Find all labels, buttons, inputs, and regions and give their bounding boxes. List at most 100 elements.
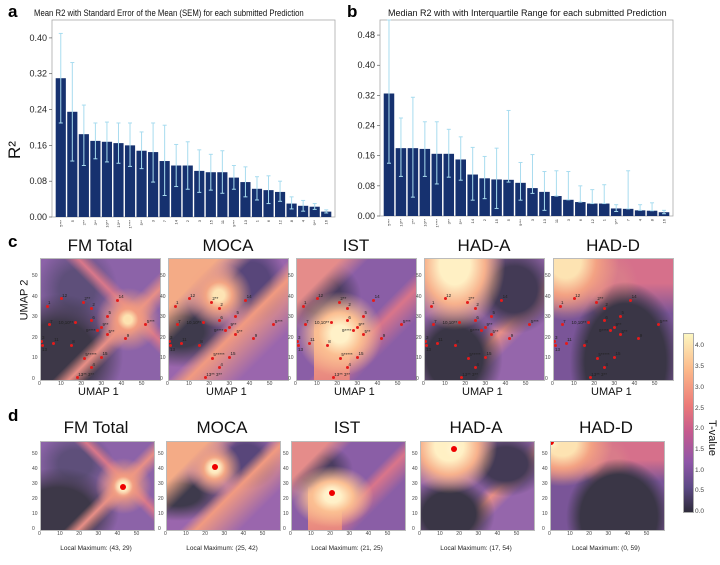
heatmap-c-fm-total-xtick-label: 30 [98,381,105,387]
umap-point-label: 15 [615,351,621,357]
umap-point-label: 14 [631,294,637,300]
heatmap-d-had-a-caption: Local Maximum: (17, 54) [440,545,512,552]
umap-point-label: 13** 3** [334,371,351,377]
umap-point-label: 5 [108,310,112,316]
heatmap-d-ist-ytick-label: 50 [283,451,289,458]
umap-point-label: 11 [310,337,315,343]
umap-point [223,329,227,333]
chart-b-bar [575,202,586,216]
heatmap-d-ist-ytick-label: 30 [283,481,289,488]
heatmap-d-had-a-ytick-label: 0 [412,526,415,532]
heatmap-c-had-a-xtick-label: 10 [442,381,448,387]
heatmap-d-fm-total [40,441,155,531]
heatmap-d-fm-total-xtick-label: 40 [114,531,121,537]
umap-point [453,343,457,347]
umap-point-label: 9** [358,321,365,327]
bar-charts: 0.00 0.08 0.16 0.24 0.32 0.40 5*** 5 2** 3** 10** 1… [29,19,674,228]
heatmap-c-had-d-xtick-label: 20 [591,381,597,387]
heatmap-d-ist-caption: Local Maximum: (21, 25) [311,545,383,552]
umap-point [337,300,341,304]
umap-point-label: 4 [476,361,479,367]
umap-point-label: 4 [220,361,223,367]
heatmap-d-had-d-xtick-label: 40 [624,531,631,537]
chart-a-bar [113,143,124,217]
umap-point [345,319,349,323]
chart-b-bar [622,208,634,216]
umap-point-label: 12 [446,292,452,298]
heatmap-c-moca-ytick-label: 30 [160,314,166,321]
heatmap-d-moca-ytick-label: 10 [158,511,164,518]
chart-a-bar [182,165,193,217]
umap-point [490,333,494,337]
umap-point [307,341,311,345]
heatmap-d-had-a-xtick-label: 40 [494,531,501,537]
umap-point [490,314,494,318]
umap-point-label: 13** 3** [206,371,223,377]
umap-point-label: 9** [230,321,237,327]
umap-point-label: 5***** [213,352,225,358]
heatmap-c-ist-xlabel: UMAP 1 [334,386,375,398]
heatmap-c-moca-ytick-label: 0 [160,376,163,382]
heatmap-c-had-d-xlabel: UMAP 1 [591,386,632,398]
heatmap-c-ist-xtick-label: 10 [314,381,320,387]
heatmap-c-moca-ytick-label: 50 [160,273,166,280]
heatmap-d-had-d-ytick-label: 30 [542,481,548,488]
chart-a-bar [67,111,78,217]
umap-point-label: 11 [438,337,443,343]
heatmap-d-moca-xtick-label: 0 [164,531,167,537]
chart-b-bar [610,208,622,216]
heatmap-c-fm-total-ytick-label: 50 [32,273,38,280]
umap-point-label: 7 [434,318,437,324]
umap-point-label: 6 [348,314,351,320]
chart-a-xtick-label: 13 [243,219,248,224]
heatmap-d-fm-total-ytick-label: 40 [32,466,38,473]
colorbar-tick-label: 4.0 [695,342,705,350]
chart-b-ytick-label: 0.24 [357,121,375,131]
umap-point [244,298,248,302]
umap-point-label: 5***** [341,352,353,358]
chart-a-bar [90,140,101,217]
chart-b-xtick-label: 3 [530,218,535,221]
chart-b-xtick-label: 2** [410,219,415,225]
heatmap-d-fm-total-xtick-label: 50 [133,531,140,537]
heatmap-c-had-d-ytick-label: 10 [545,355,551,362]
umap-point-label: 2** [340,296,347,302]
chart-b-xtick-label: 5** [458,219,463,225]
heatmap-c-had-a-xtick-label: 50 [522,381,529,387]
heatmap-d-moca-ytick-label: 0 [158,526,161,532]
umap-point-label: 4 [92,361,95,367]
chart-b-xtick-label: 13 [542,218,547,223]
heatmap-d-had-a-ytick-label: 30 [412,481,418,488]
heatmap-c-moca-ytick-label: 40 [160,293,166,300]
umap-point [100,326,103,330]
heatmap-d-had-d-title: HAD-D [579,418,633,437]
umap-point [217,319,221,323]
chart-a-xtick-label: 8 [289,219,294,222]
umap-point-label: 9** [486,321,493,327]
umap-point [169,339,171,343]
heatmap-d-ist-xtick-label: 30 [346,531,353,537]
heatmap-c-moca-ytick-label: 10 [160,355,166,362]
umap-point-label: 9 [639,332,643,338]
colorbar-tick-label: 2.5 [695,404,705,412]
umap-point-label: 5 [492,310,496,316]
umap-point [473,319,477,323]
heatmap-d-had-a-xtick-label: 10 [437,531,443,537]
umap-point-label: 1 [561,300,564,306]
heatmap-c-fm-total-xtick-label: 40 [118,381,125,387]
heatmap-d-ist-ytick-label: 10 [283,511,289,518]
umap-point [179,341,183,345]
umap-point-label: 1 [48,300,51,306]
umap-point [356,326,359,330]
umap-point [81,300,85,304]
umap-point [613,326,616,330]
umap-point-label: 8 [585,339,588,345]
heatmap-c-had-a-ytick-label: 30 [416,314,422,321]
heatmap-d-moca-title: MOCA [196,418,248,437]
heatmap-c-ist-ytick-label: 50 [288,273,294,280]
panel-label-b: b [347,2,358,21]
umap-point [47,323,51,327]
umap-point [594,300,598,304]
umap-point-label: 2 [92,302,95,308]
chart-b-xtick-label: 14 [470,218,475,223]
